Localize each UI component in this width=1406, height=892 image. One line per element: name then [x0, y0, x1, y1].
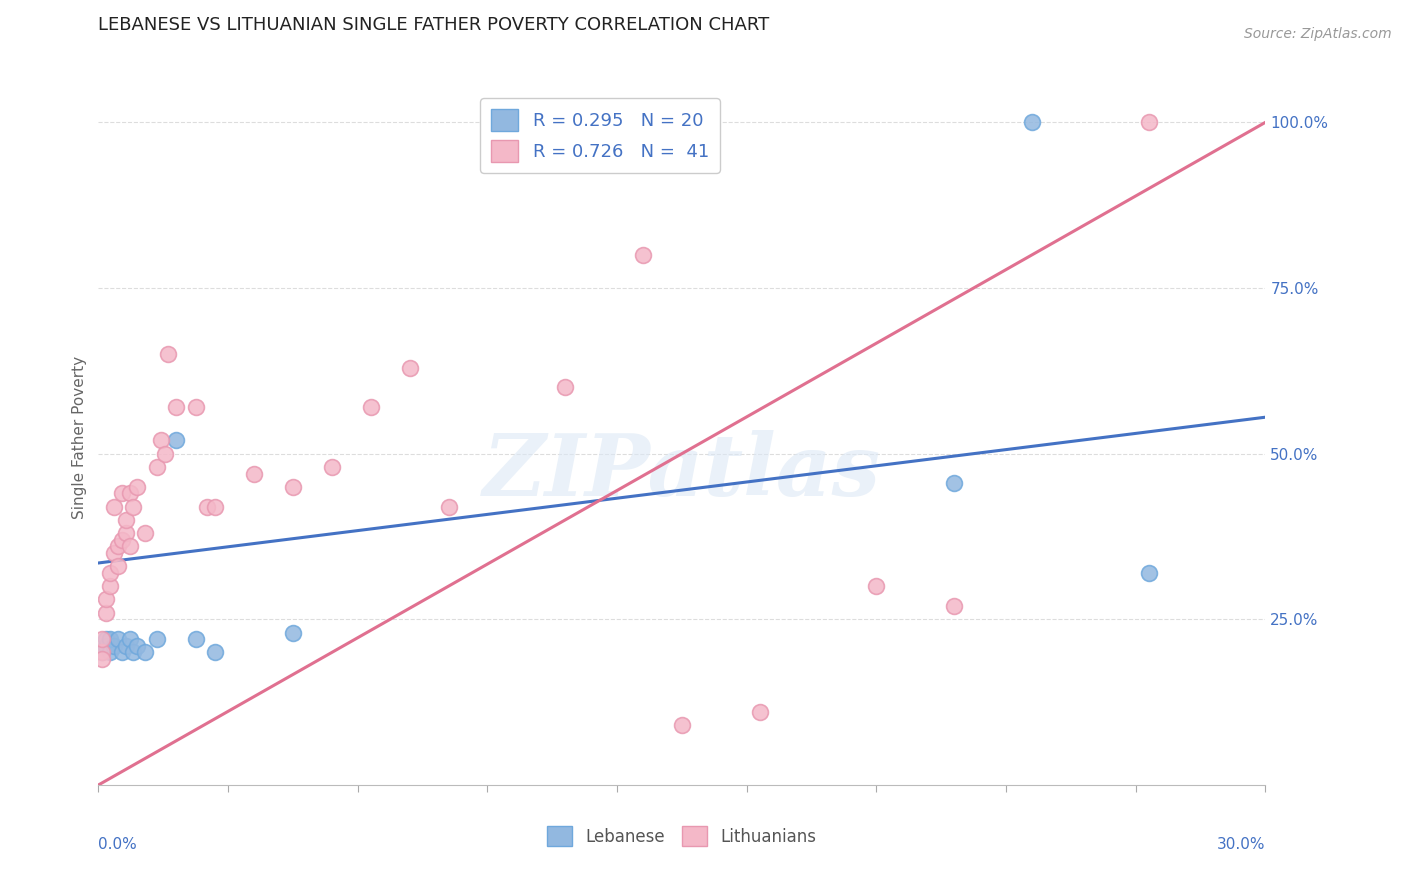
- Point: [943, 599, 966, 613]
- Point: [98, 566, 121, 580]
- Point: [98, 645, 121, 659]
- Point: [165, 434, 187, 448]
- Point: [1137, 115, 1160, 129]
- Point: [153, 447, 176, 461]
- Point: [1137, 566, 1160, 580]
- Text: ZIPatlas: ZIPatlas: [482, 430, 882, 514]
- Point: [107, 632, 129, 647]
- Point: [111, 533, 134, 547]
- Point: [554, 380, 576, 394]
- Point: [437, 500, 460, 514]
- Text: 30.0%: 30.0%: [1218, 837, 1265, 852]
- Text: 0.0%: 0.0%: [98, 837, 138, 852]
- Point: [111, 486, 134, 500]
- Point: [184, 401, 207, 415]
- Point: [91, 652, 114, 666]
- Point: [96, 632, 118, 647]
- Point: [118, 486, 141, 500]
- Text: LEBANESE VS LITHUANIAN SINGLE FATHER POVERTY CORRELATION CHART: LEBANESE VS LITHUANIAN SINGLE FATHER POV…: [98, 15, 769, 34]
- Point: [149, 434, 172, 448]
- Point: [146, 459, 169, 474]
- Point: [114, 639, 136, 653]
- Point: [865, 579, 887, 593]
- Point: [134, 645, 156, 659]
- Point: [98, 632, 121, 647]
- Legend: Lebanese, Lithuanians: Lebanese, Lithuanians: [541, 820, 823, 853]
- Point: [91, 645, 114, 659]
- Point: [631, 248, 654, 262]
- Point: [114, 526, 136, 541]
- Point: [118, 632, 141, 647]
- Point: [122, 645, 145, 659]
- Point: [98, 579, 121, 593]
- Point: [103, 546, 125, 560]
- Point: [943, 476, 966, 491]
- Point: [114, 513, 136, 527]
- Point: [96, 639, 118, 653]
- Point: [157, 347, 180, 361]
- Point: [96, 606, 118, 620]
- Point: [91, 645, 114, 659]
- Point: [195, 500, 218, 514]
- Point: [103, 500, 125, 514]
- Point: [103, 639, 125, 653]
- Point: [631, 115, 654, 129]
- Point: [321, 459, 343, 474]
- Point: [107, 559, 129, 574]
- Point: [281, 480, 304, 494]
- Point: [165, 401, 187, 415]
- Point: [118, 540, 141, 554]
- Point: [122, 500, 145, 514]
- Text: Source: ZipAtlas.com: Source: ZipAtlas.com: [1244, 27, 1392, 41]
- Point: [243, 467, 266, 481]
- Point: [360, 401, 382, 415]
- Point: [107, 540, 129, 554]
- Point: [671, 718, 693, 732]
- Point: [146, 632, 169, 647]
- Point: [111, 645, 134, 659]
- Point: [204, 645, 226, 659]
- Point: [134, 526, 156, 541]
- Point: [91, 632, 114, 647]
- Point: [127, 639, 149, 653]
- Point: [1021, 115, 1043, 129]
- Point: [127, 480, 149, 494]
- Point: [96, 592, 118, 607]
- Point: [281, 625, 304, 640]
- Point: [748, 705, 770, 719]
- Point: [398, 360, 420, 375]
- Y-axis label: Single Father Poverty: Single Father Poverty: [72, 356, 87, 518]
- Point: [204, 500, 226, 514]
- Point: [184, 632, 207, 647]
